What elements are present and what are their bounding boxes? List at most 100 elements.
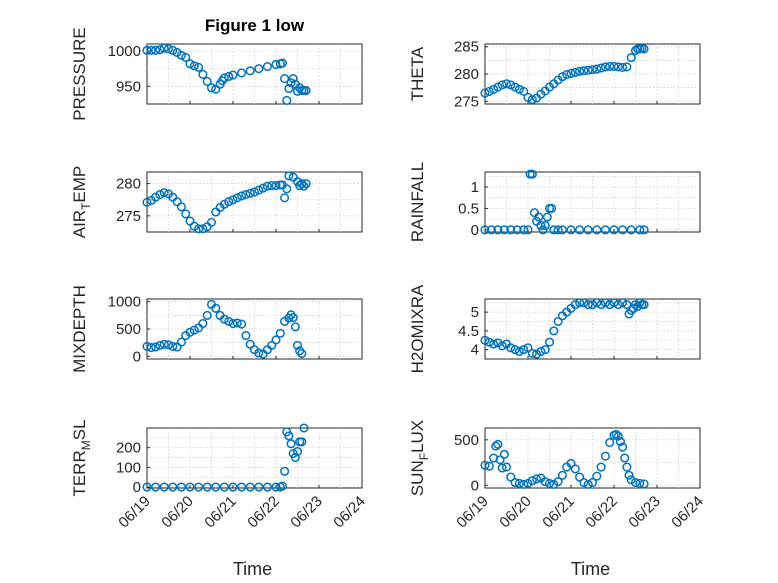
data-point [198,69,208,79]
data-point [277,481,288,491]
data-point [596,462,606,472]
y-tick-label: 1000 [108,43,141,60]
y-tick-label: 280 [116,176,141,193]
data-point [596,63,606,73]
y-tick-label: 275 [454,93,479,110]
data-point [499,449,509,459]
data-point [579,66,589,76]
data-point [540,345,550,355]
data-point [224,71,234,82]
data-point [587,300,598,310]
data-point [245,66,255,76]
data-point [254,185,264,195]
y-tick-label: 100 [116,459,141,476]
data-point [618,442,628,452]
data-point [519,225,529,235]
data-point [497,463,507,473]
data-point [194,482,204,492]
data-point [280,466,290,476]
data-point [228,482,238,492]
data-point [497,341,507,351]
data-point [544,337,555,347]
data-point [151,482,161,492]
data-point [547,203,557,213]
data-point [282,95,292,106]
data-point [194,62,204,72]
data-point [495,455,505,465]
y-tick-label: 500 [454,432,479,449]
data-point [493,82,503,92]
data-point [280,74,290,84]
data-point [219,73,229,83]
data-point [151,342,161,352]
data-point [299,181,309,191]
data-point [618,298,628,308]
y-tick-label: 285 [454,39,479,56]
data-point [258,183,268,193]
data-point [596,300,606,310]
data-point [295,346,305,356]
data-point [639,225,649,235]
data-point [168,45,178,55]
data-point [536,221,546,231]
data-point [232,318,242,328]
data-point [600,298,610,308]
data-point [549,326,559,336]
data-point [605,61,615,71]
subplot-mixdepth: 0 500 1000 MIXDEPTH [70,285,363,373]
data-point [549,225,559,235]
data-point [245,482,255,492]
data-point [540,221,550,231]
data-point [493,225,503,235]
data-point [168,482,178,492]
data-point [514,84,524,94]
data-point [579,477,589,488]
data-point [286,310,296,320]
y-tick-label: 200 [116,440,141,457]
x-tick-label: 06/19 [453,493,492,532]
data-point [575,298,585,308]
data-point [587,477,598,488]
data-point [600,451,610,461]
data-point [506,225,516,235]
y-axis-label: MIXDEPTH [70,285,89,373]
data-point [510,345,520,355]
plot-area [146,427,363,489]
y-tick-label: 500 [116,321,141,338]
data-point [553,316,563,327]
data-point [155,190,165,200]
data-point [275,328,285,338]
x-tick-label: 06/24 [330,493,369,532]
data-point [613,62,623,72]
data-point [206,217,217,227]
data-point [271,180,281,191]
data-point [620,453,630,463]
data-point [609,298,619,308]
y-tick-label: 275 [116,208,141,225]
data-point [587,65,598,75]
subplot-h2omixra: 4 4.5 5 H2OMIXRA [408,284,701,373]
data-point [579,298,589,308]
y-tick-label: 0 [133,479,141,496]
data-point [155,45,165,55]
data-point [501,462,512,472]
data-point [271,482,281,492]
data-point [284,83,294,94]
data-point [618,62,628,73]
data-point [512,225,522,235]
data-point [635,225,645,235]
x-tick-label: 06/22 [582,493,621,532]
data-point [181,209,191,219]
data-point [262,181,272,191]
data-point [553,477,563,487]
data-point [245,339,255,349]
data-point [185,482,195,492]
data-point [219,482,229,492]
data-point [299,423,309,433]
data-point [163,44,174,54]
data-point [605,300,615,310]
data-point [615,437,626,447]
data-point [484,86,494,97]
data-point [176,337,186,347]
data-point [297,179,307,189]
